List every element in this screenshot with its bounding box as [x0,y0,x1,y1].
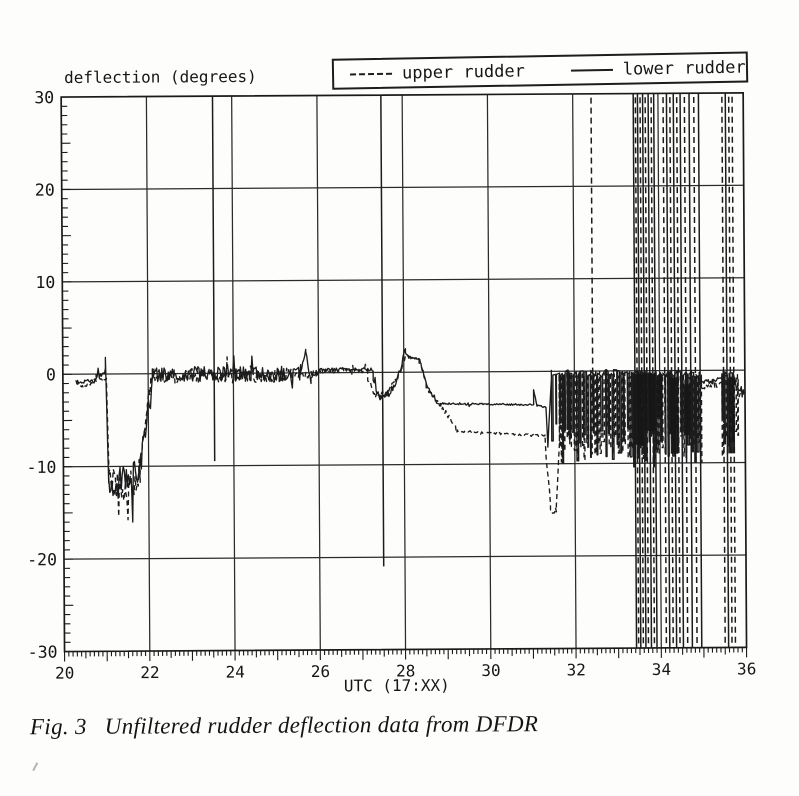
offscale-spike [212,50,215,461]
y-tick-label: 0 [46,365,56,384]
x-tick-label: 24 [225,662,244,681]
x-axis-label: UTC (17:XX) [297,675,497,695]
y-tick-label: 10 [35,273,55,292]
y-tick-label: -10 [27,458,57,477]
y-tick-label: -20 [27,550,57,569]
legend-label-lower-rudder: lower rudder [623,57,746,79]
figure-number: Fig. 3 [30,714,87,739]
lower-rudder-solid-line-sample [571,68,613,71]
offscale-spike [591,48,593,427]
x-tick-label: 34 [652,660,671,679]
legend-label-upper-rudder: upper rudder [402,61,525,83]
y-tick-label: -30 [28,643,58,662]
ink-blob [683,384,691,435]
chart-title: deflection (degrees) [64,67,257,87]
ink-blob [670,378,678,454]
x-tick-label: 20 [55,663,74,682]
ink-blob [728,378,735,454]
figure-caption-text: Unfiltered rudder deflection data from D… [105,711,539,739]
x-tick-label: 36 [737,659,756,678]
y-tick-label: 30 [34,88,54,107]
figure-caption: Fig. 3 Unfiltered rudder deflection data … [30,711,538,740]
upper-rudder-dashed-line-sample [350,72,392,75]
ink-blob [657,375,663,417]
y-tick-label: 20 [35,181,55,200]
x-tick-label: 22 [140,663,159,682]
scan-mark [32,762,38,771]
offscale-spike [381,49,384,567]
ink-blob [644,373,655,430]
ink-blob [634,374,644,445]
x-tick-label: 32 [566,660,585,679]
